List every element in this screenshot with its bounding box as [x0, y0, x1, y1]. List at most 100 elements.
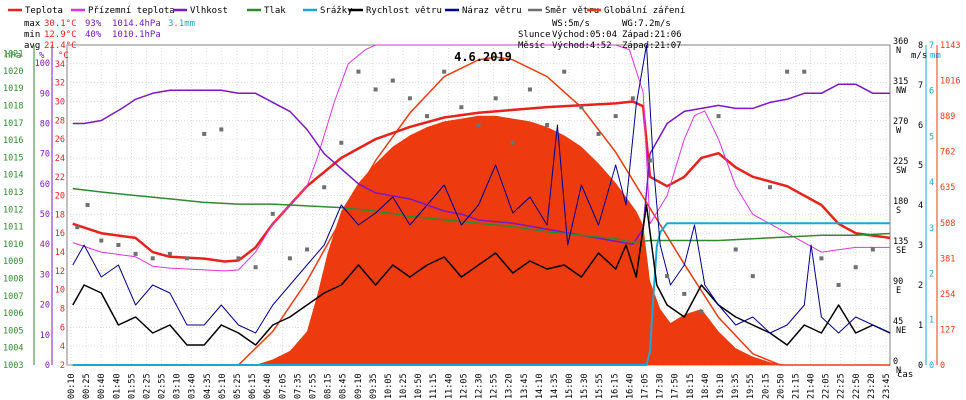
humidity-tick-label: 0: [45, 361, 50, 371]
series-wind-speed: [72, 204, 891, 346]
series-wind-direction-point: [459, 105, 464, 110]
time-tick-label: 11:15: [429, 373, 439, 399]
series-wind-direction-point: [716, 114, 721, 119]
stats-max-rain: 3.1mm: [168, 19, 195, 29]
pressure-tick-label: 1004: [3, 344, 23, 354]
wind-tick-label: 5: [918, 161, 923, 171]
pressure-tick-label: 1013: [3, 188, 23, 198]
sun-rise: Východ:05:04: [552, 30, 617, 40]
sun-set: Západ:21:06: [622, 30, 682, 40]
time-tick-label: 04:35: [203, 373, 213, 399]
series-wind-direction-point: [442, 69, 447, 74]
moon-set: Západ:21:07: [622, 41, 682, 51]
chart-title: 4.6.2019: [454, 50, 512, 64]
series-wind-direction-point: [836, 283, 841, 287]
radiation-tick-label: 254: [940, 290, 955, 300]
time-tick-label: 13:20: [505, 373, 515, 399]
direction-tick-name: E: [896, 286, 901, 296]
humidity-tick-label: 20: [40, 301, 50, 311]
series-wind-direction-point: [202, 131, 207, 136]
stats-block: max 30.1°C 93% 1014.4hPa 3.1mm min 12.9°…: [24, 19, 195, 51]
direction-tick-value: 180: [893, 197, 908, 207]
series-wind-direction-point: [596, 131, 601, 136]
unit-rain: mm: [930, 51, 941, 61]
pressure-tick-label: 1020: [3, 67, 23, 77]
legend-item: Rychlost větru: [349, 6, 442, 16]
time-tick-label: 08:15: [324, 373, 334, 399]
time-tick-label: 10:50: [414, 373, 424, 399]
direction-tick-name: W: [896, 126, 902, 136]
legend-label: Srážky: [320, 6, 353, 16]
time-tick-label: 23:45: [882, 373, 892, 399]
series-wind-direction-point: [853, 265, 858, 270]
series-wind-direction-point: [339, 140, 344, 145]
temperature-tick-label: 8: [60, 305, 65, 315]
radiation-tick-label: 635: [940, 183, 955, 193]
series-wind-direction-point: [493, 96, 498, 101]
series-wind-direction-point: [390, 78, 395, 83]
series-wind-direction-point: [270, 211, 275, 216]
direction-tick-value: 225: [893, 157, 908, 167]
humidity-tick-label: 100: [35, 59, 50, 69]
series-wind-direction-point: [287, 256, 292, 261]
time-tick-label: 07:05: [278, 373, 288, 399]
time-tick-label: 14:10: [535, 373, 545, 399]
time-tick-label: 12:30: [475, 373, 485, 399]
series-wind-direction-point: [99, 238, 104, 243]
wind-tick-label: 0: [918, 361, 923, 371]
direction-tick-value: 135: [893, 237, 908, 247]
series-rain: [72, 222, 890, 366]
series-pressure: [72, 187, 891, 243]
stats-max-label: max: [24, 19, 41, 29]
time-tick-label: 09:35: [369, 373, 379, 399]
direction-tick-name: N: [896, 46, 901, 56]
pressure-tick-label: 1015: [3, 153, 23, 163]
temperature-tick-label: 28: [55, 116, 65, 126]
rain-tick-label: 1: [929, 315, 934, 325]
pressure-tick-label: 1021: [3, 50, 23, 60]
time-tick-label: 15:55: [595, 373, 605, 399]
direction-tick-name: NW: [896, 86, 907, 96]
time-tick-label: 00:40: [97, 373, 107, 399]
legend-label: Globální záření: [604, 6, 685, 16]
wind-tick-label: 7: [918, 81, 923, 91]
rain-tick-label: 5: [929, 132, 934, 142]
time-tick-label: 22:25: [837, 373, 847, 399]
legend: Teplota Přízemní teplota Vlhkost Tlak Srážky…: [8, 6, 685, 16]
radiation-tick-label: 889: [940, 112, 955, 122]
series-wind-direction-point: [630, 96, 635, 101]
time-tick-label: 15:00: [565, 373, 575, 399]
moon-rise: Východ:4:52: [552, 41, 612, 51]
wind-tick-label: 1: [918, 321, 923, 331]
stats-max-hum: 93%: [85, 19, 102, 29]
series-wind-direction-point: [527, 87, 532, 92]
time-tick-label: 19:55: [746, 373, 756, 399]
time-tick-label: 22:05: [822, 373, 832, 399]
rain-tick-label: 3: [929, 224, 934, 234]
time-tick-label: 07:35: [293, 373, 303, 399]
time-tick-label: 19:35: [731, 373, 741, 399]
time-tick-label: 20:50: [776, 373, 786, 399]
series-wind-direction-point: [613, 114, 618, 119]
legend-item: Náraz větru: [445, 6, 522, 16]
time-tick-label: 12:05: [459, 373, 469, 399]
series-wind-direction-point: [356, 69, 361, 74]
pressure-tick-label: 1008: [3, 275, 23, 285]
series-wind-direction-point: [476, 123, 481, 127]
rain-tick-label: 6: [929, 87, 934, 97]
stats-min-label: min: [24, 30, 40, 40]
pressure-tick-label: 1003: [3, 361, 23, 371]
series-wind-direction-point: [185, 256, 190, 261]
direction-tick-value: 0: [893, 357, 898, 367]
stats-max-press: 1014.4hPa: [112, 19, 161, 29]
time-tick-label: 18:15: [686, 373, 696, 399]
series-wind-direction-point: [647, 158, 652, 163]
unit-time: čas: [897, 369, 913, 380]
series-ground-temperature: [72, 44, 890, 272]
series-wind-direction-point: [682, 291, 687, 296]
time-tick-label: 21:40: [807, 373, 817, 399]
radiation-tick-label: 381: [940, 254, 955, 264]
series-temperature: [72, 100, 891, 263]
direction-tick-name: S: [896, 206, 901, 216]
rain-tick-label: 4: [929, 178, 934, 188]
